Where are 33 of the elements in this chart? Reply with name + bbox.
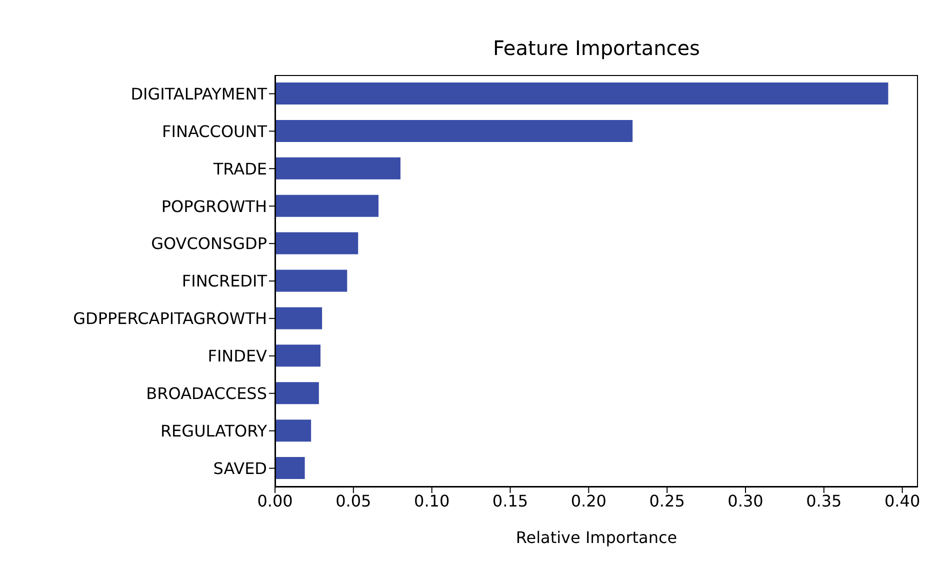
y-tick-label: DIGITALPAYMENT: [130, 84, 268, 104]
x-axis-title: Relative Importance: [516, 528, 678, 547]
y-tick-label: FINDEV: [208, 346, 268, 366]
bar: [275, 194, 379, 217]
y-tick-label: FINACCOUNT: [162, 122, 268, 141]
y-tick-label: GDPPERCAPITAGROWTH: [73, 309, 267, 328]
bar: [275, 270, 348, 292]
x-tick-label: 0.25: [649, 491, 685, 510]
bar: [275, 457, 305, 480]
x-tick-label: 0.30: [728, 491, 764, 510]
x-tick-label: 0.40: [884, 491, 920, 510]
y-tick-label: REGULATORY: [160, 422, 268, 440]
bar: [275, 344, 320, 367]
bar: [275, 157, 400, 180]
bar: [275, 82, 888, 104]
y-tick-label: SAVED: [213, 458, 267, 478]
y-tick-label: TRADE: [212, 159, 267, 178]
bar: [275, 232, 358, 254]
y-tick-label: POPGROWTH: [161, 196, 267, 216]
y-tick-label: FINCREDIT: [182, 272, 268, 291]
bar: [275, 307, 322, 330]
y-tick-label: BROADACCESS: [146, 384, 267, 404]
y-tick-label: GOVCONSGDP: [151, 234, 268, 254]
x-tick-label: 0.20: [570, 491, 606, 510]
bar: [275, 382, 319, 404]
chart-title: Feature Importances: [492, 36, 701, 60]
bar: [275, 120, 633, 142]
bar: [275, 420, 312, 442]
x-tick-label: 0.35: [806, 491, 842, 510]
x-tick-label: 0.15: [492, 491, 528, 510]
x-tick-label: 0.10: [414, 491, 450, 510]
x-tick-label: 0.05: [336, 491, 372, 510]
x-tick-label: 0.00: [257, 491, 293, 510]
